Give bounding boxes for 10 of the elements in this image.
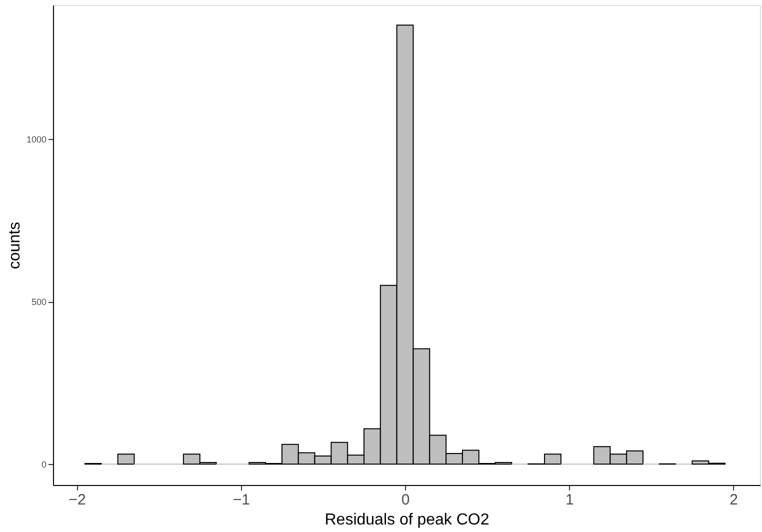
x-tick-label: −1 bbox=[232, 492, 250, 508]
y-axis-title: counts bbox=[6, 222, 24, 270]
x-tick-label: 2 bbox=[730, 492, 738, 508]
x-tick-label: 1 bbox=[565, 492, 574, 508]
x-tick-label: −2 bbox=[68, 492, 86, 508]
y-tick-label: 0 bbox=[41, 460, 46, 470]
y-tick-label: 1000 bbox=[26, 134, 46, 144]
y-tick-label: 500 bbox=[31, 297, 46, 308]
x-tick-label: 0 bbox=[401, 492, 410, 508]
x-axis-title: Residuals of peak CO2 bbox=[324, 512, 490, 528]
